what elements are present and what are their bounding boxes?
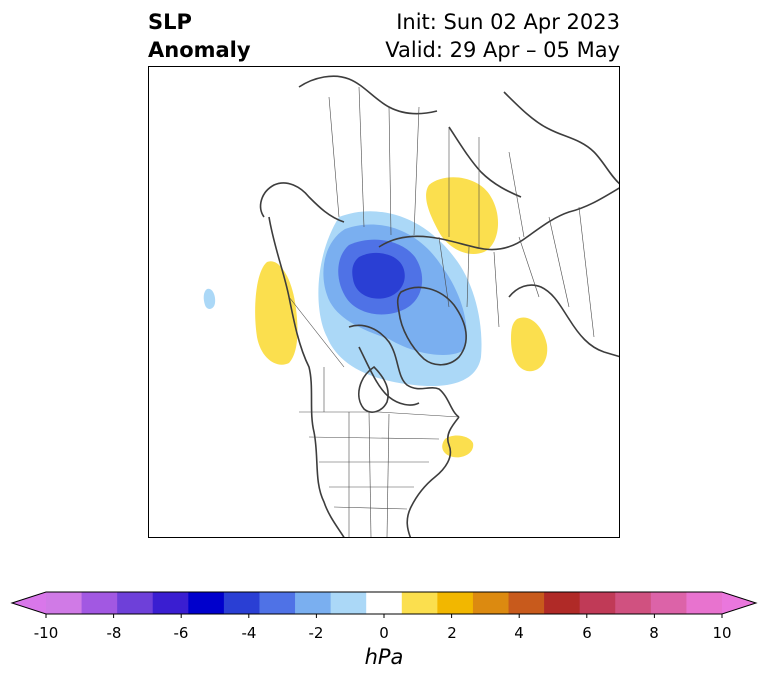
high-west-coast (255, 261, 298, 365)
colorbar-tick-label: 4 (514, 624, 524, 642)
colorbar-segment (615, 592, 652, 614)
coastlines (259, 75, 619, 537)
colorbar-tick-label: 8 (649, 624, 659, 642)
map-svg (203, 75, 619, 537)
colorbar-segments (46, 592, 723, 614)
colorbar-ticks (45, 614, 723, 618)
colorbar-extend-high (722, 592, 756, 614)
anomaly-fills (203, 177, 548, 458)
colorbar-segment (81, 592, 118, 614)
colorbar-segment (686, 592, 723, 614)
colorbar-segment (508, 592, 545, 614)
colorbar-segment (579, 592, 616, 614)
high-east-atlantic (511, 317, 548, 372)
low-pacific-small (203, 288, 216, 309)
colorbar-segment (259, 592, 296, 614)
colorbar-segment (117, 592, 154, 614)
colorbar-segment (366, 592, 403, 614)
colorbar-tick-label: -10 (33, 624, 59, 642)
colorbar-segment (330, 592, 367, 614)
colorbar-tick-label: 0 (379, 624, 389, 642)
colorbar-tick-label: -6 (173, 624, 189, 642)
colorbar-tick-label: -4 (241, 624, 257, 642)
title-variable-line1: SLP (148, 10, 192, 34)
colorbar-tick-label: 10 (712, 624, 732, 642)
colorbar-segment (650, 592, 687, 614)
colorbar-segment (46, 592, 83, 614)
colorbar-tick-label: -8 (106, 624, 122, 642)
colorbar-tick-label: 2 (447, 624, 457, 642)
init-date-label: Init: Sun 02 Apr 2023 (396, 10, 620, 34)
title-variable-line2: Anomaly (148, 38, 251, 62)
colorbar-tick-label: 6 (582, 624, 592, 642)
colorbar (10, 591, 758, 618)
colorbar-segment (437, 592, 474, 614)
colorbar-segment (188, 592, 225, 614)
colorbar-segment (472, 592, 510, 614)
high-north-atlantic (442, 435, 474, 458)
colorbar-segment (152, 592, 189, 614)
colorbar-tick-labels: -10 -8 -6 -4 -2 0 2 4 6 8 10 (0, 624, 768, 644)
chart-title-dates: Init: Sun 02 Apr 2023 Valid: 29 Apr – 05… (385, 8, 620, 64)
high-siberia (426, 177, 499, 255)
map-panel (148, 66, 620, 538)
colorbar-segment (401, 592, 438, 614)
political-borders (288, 86, 595, 537)
colorbar-tick-label: -2 (308, 624, 324, 642)
colorbar-unit-label: hPa (364, 645, 404, 669)
low-center-arctic (352, 252, 405, 299)
colorbar-extend-low (12, 592, 46, 614)
colorbar-segment (295, 592, 332, 614)
chart-title-variable: SLP Anomaly (148, 8, 251, 64)
colorbar-segment (223, 592, 260, 614)
valid-date-label: Valid: 29 Apr – 05 May (385, 38, 620, 62)
colorbar-segment (544, 592, 581, 614)
